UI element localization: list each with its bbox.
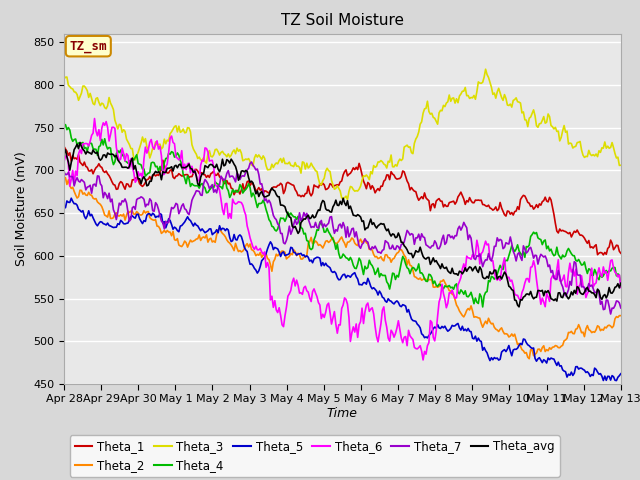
Theta_6 — [460, 261, 468, 267]
Theta_5 — [617, 371, 625, 377]
Theta_5 — [541, 358, 549, 364]
Theta_7 — [97, 181, 104, 187]
Theta_avg — [81, 148, 88, 154]
Theta_1 — [79, 163, 87, 168]
Theta_6 — [617, 285, 625, 290]
Theta_2 — [60, 174, 68, 180]
Theta_6 — [348, 330, 356, 336]
Theta_2 — [457, 311, 465, 316]
Line: Theta_avg: Theta_avg — [64, 143, 621, 307]
Theta_5 — [458, 324, 466, 329]
Theta_avg — [60, 150, 68, 156]
Theta_1 — [346, 170, 354, 176]
Theta_1 — [540, 198, 548, 204]
X-axis label: Time: Time — [327, 407, 358, 420]
Line: Theta_6: Theta_6 — [64, 119, 621, 360]
Theta_4 — [81, 145, 88, 151]
Theta_5 — [81, 213, 88, 219]
Theta_2 — [525, 356, 533, 361]
Theta_3 — [348, 184, 356, 190]
Theta_7 — [541, 253, 549, 259]
Theta_1 — [617, 251, 625, 256]
Theta_4 — [543, 246, 550, 252]
Theta_avg — [515, 304, 523, 310]
Theta_4 — [348, 257, 356, 263]
Theta_1 — [600, 252, 607, 258]
Line: Theta_3: Theta_3 — [64, 69, 621, 200]
Theta_4 — [61, 122, 69, 128]
Theta_1 — [457, 189, 465, 195]
Theta_4 — [616, 272, 623, 278]
Y-axis label: Soil Moisture (mV): Soil Moisture (mV) — [15, 151, 28, 266]
Theta_3 — [458, 88, 466, 94]
Theta_6 — [616, 272, 623, 277]
Theta_1 — [614, 243, 621, 249]
Theta_3 — [543, 120, 550, 125]
Theta_avg — [543, 289, 550, 295]
Theta_5 — [616, 373, 623, 379]
Theta_7 — [60, 169, 68, 175]
Line: Theta_5: Theta_5 — [64, 198, 621, 381]
Theta_2 — [346, 238, 354, 243]
Theta_2 — [617, 313, 625, 319]
Theta_avg — [458, 271, 466, 277]
Theta_6 — [60, 159, 68, 165]
Title: TZ Soil Moisture: TZ Soil Moisture — [281, 13, 404, 28]
Theta_7 — [458, 224, 466, 230]
Theta_avg — [616, 285, 623, 291]
Theta_6 — [79, 141, 87, 147]
Theta_6 — [543, 290, 550, 296]
Legend: Theta_1, Theta_2, Theta_3, Theta_4, Theta_5, Theta_6, Theta_7, Theta_avg: Theta_1, Theta_2, Theta_3, Theta_4, Thet… — [70, 435, 559, 477]
Theta_4 — [98, 136, 106, 142]
Theta_2 — [97, 202, 104, 207]
Theta_4 — [479, 304, 486, 310]
Line: Theta_7: Theta_7 — [64, 162, 621, 314]
Theta_1 — [97, 164, 104, 169]
Text: TZ_sm: TZ_sm — [70, 40, 107, 53]
Theta_5 — [60, 204, 68, 209]
Theta_7 — [79, 178, 87, 184]
Theta_4 — [60, 123, 68, 129]
Line: Theta_2: Theta_2 — [64, 177, 621, 359]
Line: Theta_4: Theta_4 — [64, 125, 621, 307]
Theta_7 — [607, 311, 614, 317]
Theta_2 — [79, 191, 87, 197]
Theta_5 — [67, 195, 75, 201]
Theta_6 — [91, 116, 99, 121]
Theta_3 — [60, 76, 68, 82]
Theta_7 — [348, 226, 356, 232]
Theta_4 — [458, 289, 466, 295]
Theta_2 — [541, 348, 549, 354]
Theta_avg — [348, 208, 356, 214]
Theta_1 — [60, 144, 68, 149]
Theta_5 — [612, 378, 620, 384]
Theta_3 — [617, 162, 625, 168]
Theta_3 — [79, 83, 87, 89]
Theta_avg — [76, 140, 84, 145]
Theta_7 — [248, 159, 255, 165]
Theta_6 — [98, 125, 106, 131]
Theta_7 — [616, 300, 623, 306]
Theta_6 — [419, 357, 427, 363]
Theta_avg — [617, 280, 625, 286]
Theta_3 — [97, 103, 104, 108]
Theta_avg — [98, 156, 106, 162]
Theta_3 — [616, 163, 623, 168]
Theta_4 — [617, 282, 625, 288]
Theta_2 — [614, 314, 621, 320]
Theta_3 — [482, 66, 490, 72]
Theta_7 — [617, 305, 625, 311]
Line: Theta_1: Theta_1 — [64, 146, 621, 255]
Theta_5 — [98, 219, 106, 225]
Theta_5 — [348, 272, 356, 278]
Theta_3 — [344, 197, 351, 203]
